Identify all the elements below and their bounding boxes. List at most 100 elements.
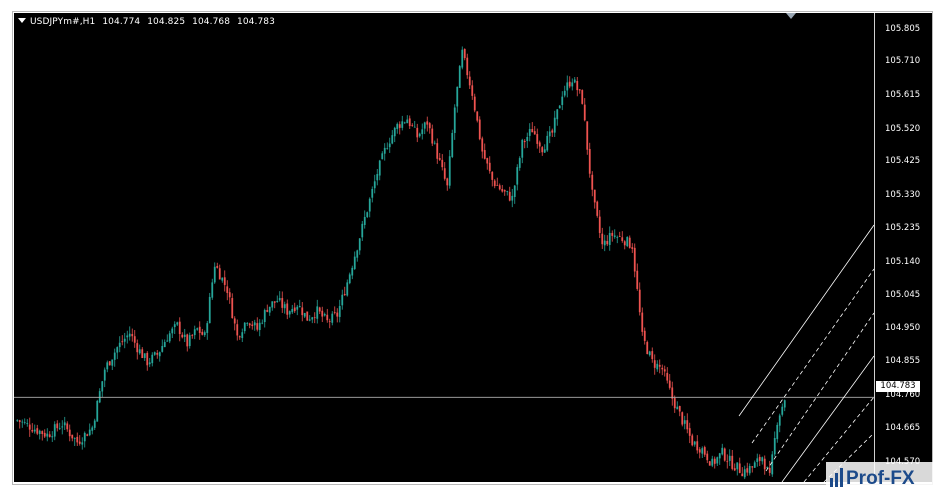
candle-body [443,168,446,179]
candle-body [368,198,371,212]
candle-body [291,308,294,313]
candle-body [771,454,774,475]
candle-body [296,306,299,310]
price-chart-area[interactable] [14,13,874,482]
candle-body [526,136,529,141]
candle-body [511,195,514,201]
price-tick-label: 104.855 [885,356,921,366]
candle-body [533,131,536,135]
bar-chart-logo-icon [830,468,843,487]
candle-body [26,423,29,424]
candle-body [241,332,244,339]
candle-body [751,466,754,468]
candle-body [76,436,79,443]
candle-body [656,363,659,370]
candle-body [521,139,524,158]
candle-body [408,118,411,127]
candle-body [563,90,566,96]
candle-body [671,387,674,399]
candle-body [206,323,209,333]
candle-body [473,96,476,111]
candle-body [523,140,526,143]
candle-body [101,381,104,392]
candle-body [136,343,139,353]
candle-body [746,468,749,473]
candle-body [478,119,481,140]
candle-body [83,432,86,442]
candle-body [713,458,716,464]
trend-channel-line[interactable] [823,432,874,482]
candle-body [431,128,434,144]
prof-fx-watermark: Prof-FX [826,462,936,490]
candle-body [108,361,111,366]
candle-body [576,80,579,91]
candle-body [48,434,51,437]
candle-body [616,236,619,238]
candle-body [336,312,339,317]
candle-body [738,463,741,473]
candle-body [421,129,424,135]
candle-body [38,430,41,435]
candle-body [31,430,34,432]
candle-body [51,436,54,438]
chart-shift-marker-icon[interactable] [786,13,796,19]
candle-body [111,359,114,366]
candle-body [146,352,149,366]
price-tick-label: 105.045 [885,290,921,300]
candle-body [683,420,686,424]
candle-body [113,352,116,360]
candle-body [541,147,544,153]
candle-body [646,342,649,355]
candle-body [578,89,581,91]
trend-channel-line[interactable] [781,355,874,482]
price-tick-label: 105.710 [885,56,921,66]
candle-body [581,90,584,104]
candle-body [566,82,569,91]
candle-body [423,122,426,129]
price-tick-label: 104.665 [885,423,921,433]
candle-body [311,317,314,320]
candle-body [676,406,679,410]
price-axis[interactable]: 105.805 105.710 105.615 105.520 105.425 … [874,13,932,482]
candle-body [173,324,176,328]
candle-body [438,158,441,160]
candle-body [321,310,324,317]
candle-body [743,469,746,478]
candle-body [736,462,739,470]
candle-body [448,156,451,186]
trend-channel-line[interactable] [765,312,874,472]
trend-channel-line[interactable] [751,268,874,444]
candle-body [36,428,39,434]
candle-body [383,147,386,154]
candle-body [618,236,621,238]
trend-channel-line[interactable] [803,396,874,482]
candle-body [73,438,76,439]
candle-body [583,104,586,121]
candle-body [78,441,81,444]
candle-body [518,158,521,168]
candle-body [766,467,769,469]
candle-body [286,303,289,315]
candle-body [203,332,206,336]
candle-body [651,351,654,360]
candle-body [371,188,374,198]
candle-body [658,364,661,367]
candle-body [143,353,146,359]
candle-body [613,235,616,237]
trend-channel-line[interactable] [738,224,874,417]
candle-body [716,457,719,464]
candle-body [131,334,134,337]
candle-body [128,333,131,337]
candle-body [288,311,291,315]
candle-body [761,457,764,462]
candle-body [343,294,346,296]
candle-body [233,318,236,324]
candle-body [248,323,251,326]
candle-body [386,148,389,150]
candlestick-chart [14,46,874,482]
price-tick-label: 104.760 [885,390,921,400]
candle-body [426,121,429,125]
price-tick-label: 105.425 [885,156,921,166]
candle-body [163,342,166,348]
candle-body [278,298,281,301]
